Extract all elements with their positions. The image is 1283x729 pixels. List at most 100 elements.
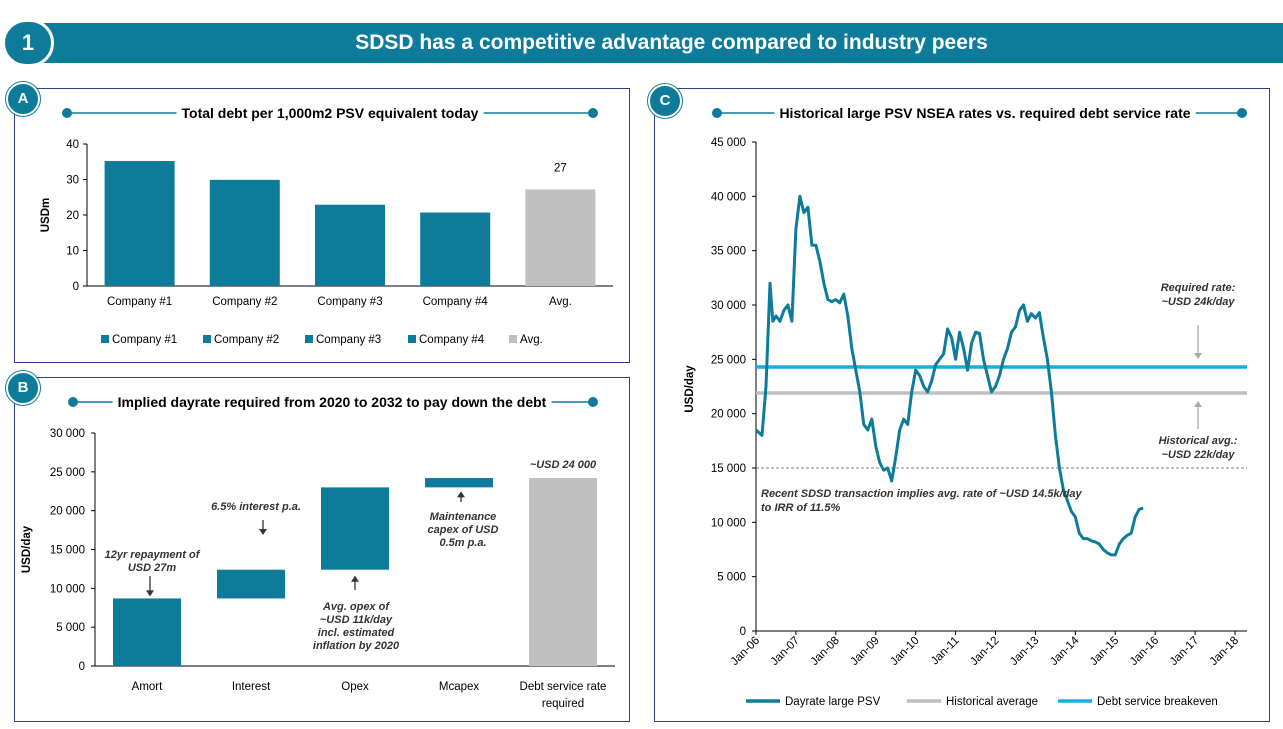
chart-c-ytick-label: 10 000	[711, 517, 746, 529]
chart-a-title-bg	[176, 104, 484, 122]
chart-c-xtick-label: Jan-11	[929, 635, 962, 668]
page-title: SDSD has a competitive advantage compare…	[355, 31, 988, 54]
chart-b-ytick-label: 20 000	[50, 506, 85, 518]
chart-a-legend-label: Avg.	[520, 334, 543, 346]
chart-b-bar	[529, 478, 597, 666]
chart-b-annotation-opex: inflation by 2020	[313, 640, 400, 652]
chart-c-legend-label: Dayrate large PSV	[785, 696, 881, 708]
chart-c-xtick-label: Jan-10	[888, 635, 921, 668]
chart-c-xtick-label: Jan-09	[849, 635, 882, 668]
chart-b-dot-left	[68, 397, 78, 407]
chart-b-arrow-mcapex-head	[457, 491, 465, 498]
chart-c-annotation-historical: Historical avg.:	[1159, 435, 1238, 447]
chart-b-annotation-opex: ~USD 11k/day	[320, 614, 393, 626]
chart-c-ytick-label: 35 000	[711, 246, 746, 258]
chart-a-ytick-label: 40	[66, 139, 79, 151]
chart-c-xtick-label: Jan-17	[1168, 635, 1201, 668]
chart-c-legend-label: Debt service breakeven	[1097, 696, 1218, 708]
chart-c-legend-label: Historical average	[946, 696, 1038, 708]
chart-b-xtick-label: Mcapex	[439, 681, 480, 693]
chart-b-bar	[321, 487, 389, 570]
chart-c-ytick-label: 5 000	[717, 572, 746, 584]
chart-c-xtick-label: Jan-08	[809, 635, 842, 668]
chart-c-xtick-label: Jan-12	[968, 635, 1001, 668]
chart-a-bar	[420, 212, 491, 286]
chart-c-xtick-label: Jan-13	[1008, 635, 1041, 668]
chart-c-xtick-label: Jan-15	[1088, 635, 1121, 668]
chart-c-title-bg	[774, 104, 1196, 122]
badge-b: B	[6, 371, 40, 405]
chart-b-bar	[217, 569, 285, 599]
chart-b-annotation-mcapex: capex of USD	[428, 524, 499, 536]
chart-b-dot-right	[588, 397, 598, 407]
chart-c-annotation-transaction: to IRR of 11.5%	[761, 502, 840, 514]
chart-b-ytick-label: 5 000	[56, 622, 85, 634]
chart-b-annotation-amort: USD 27m	[128, 562, 177, 574]
chart-a-xtick-label: Company #1	[107, 296, 172, 308]
chart-b-annotation-opex: incl. estimated	[318, 627, 395, 639]
chart-b-title-bg	[112, 393, 552, 411]
chart-b-xtick-label: Interest	[232, 681, 271, 693]
chart-c-ytick-label: 30 000	[711, 300, 746, 312]
chart-c-arrow-required-head	[1194, 352, 1202, 359]
chart-c-annotation-required: Required rate:	[1161, 282, 1236, 294]
chart-b-xtick-label: Opex	[341, 681, 369, 693]
chart-a-ytick-label: 20	[66, 210, 79, 222]
chart-b-xtick-label: Amort	[132, 681, 163, 693]
chart-a-legend-swatch	[305, 335, 313, 343]
chart-a-ytick-label: 10	[66, 246, 79, 258]
section-number-badge: 1	[2, 19, 54, 67]
panel-c: Historical large PSV NSEA rates vs. requ…	[654, 88, 1270, 722]
chart-c-annotation-required: ~USD 24k/day	[1161, 296, 1235, 308]
chart-c-dayrate-line	[754, 194, 1144, 557]
chart-a-ytick-label: 30	[66, 175, 79, 187]
chart-a-legend-label: Company #1	[112, 334, 177, 346]
chart-c-ylabel: USD/day	[684, 365, 696, 413]
chart-b-xtick-label: Debt service rate	[520, 681, 607, 693]
chart-c-ytick-label: 0	[740, 626, 746, 638]
chart-b-xtick-label: required	[542, 698, 584, 710]
chart-a-bar	[315, 204, 385, 286]
chart-a-dot-right	[588, 108, 598, 118]
chart-b-ytick-label: 15 000	[50, 545, 85, 557]
panel-b: Implied dayrate required from 2020 to 20…	[14, 377, 630, 722]
chart-c-annotation-transaction: Recent SDSD transaction implies avg. rat…	[761, 488, 1083, 500]
chart-c-xtick-label: Jan-16	[1128, 635, 1161, 668]
chart-c-title: Historical large PSV NSEA rates vs. requ…	[779, 105, 1190, 121]
chart-a: Total debt per 1,000m2 PSV equivalent to…	[40, 104, 613, 346]
chart-c-annotation-historical: ~USD 22k/day	[1161, 449, 1235, 461]
chart-a-legend-label: Company #4	[419, 334, 485, 346]
chart-b-ytick-label: 10 000	[50, 583, 85, 595]
chart-b-arrow-opex-head	[351, 575, 359, 582]
banner-bar	[30, 23, 1283, 63]
chart-c-ytick-label: 20 000	[711, 409, 746, 421]
chart-a-xtick-label: Avg.	[549, 296, 572, 308]
chart-c-dot-left	[712, 108, 722, 118]
chart-b-annotation-mcapex: 0.5m p.a.	[439, 537, 486, 549]
chart-b-annotation-mcapex: Maintenance	[430, 511, 497, 523]
chart-a-legend-swatch	[203, 335, 211, 343]
chart-c-ytick-label: 45 000	[711, 137, 746, 149]
chart-b-ylabel: USD/day	[21, 525, 33, 573]
chart-a-bar	[525, 189, 596, 286]
chart-b: Implied dayrate required from 2020 to 20…	[21, 393, 615, 710]
chart-c: Historical large PSV NSEA rates vs. requ…	[684, 104, 1247, 708]
chart-c-ytick-label: 15 000	[711, 463, 746, 475]
badge-c: C	[648, 84, 682, 118]
chart-c-ytick-label: 40 000	[711, 191, 746, 203]
chart-b-ytick-label: 25 000	[50, 467, 85, 479]
chart-b-arrow-amort-head	[146, 590, 154, 597]
chart-a-ytick-label: 0	[73, 281, 79, 293]
chart-a-bar	[209, 179, 280, 286]
chart-c-xtick-label: Jan-06	[729, 635, 762, 668]
chart-b-title: Implied dayrate required from 2020 to 20…	[118, 394, 547, 410]
chart-a-xtick-label: Company #2	[212, 296, 277, 308]
badge-a: A	[6, 82, 40, 116]
chart-a-legend-swatch	[408, 335, 416, 343]
chart-a-bar	[104, 161, 175, 286]
panel-a: Total debt per 1,000m2 PSV equivalent to…	[14, 88, 630, 363]
chart-c-ytick-label: 25 000	[711, 354, 746, 366]
chart-b-ytick-label: 30 000	[50, 428, 85, 440]
chart-b-bar	[425, 478, 493, 488]
chart-b-annotation-opex: Avg. opex of	[322, 601, 390, 613]
